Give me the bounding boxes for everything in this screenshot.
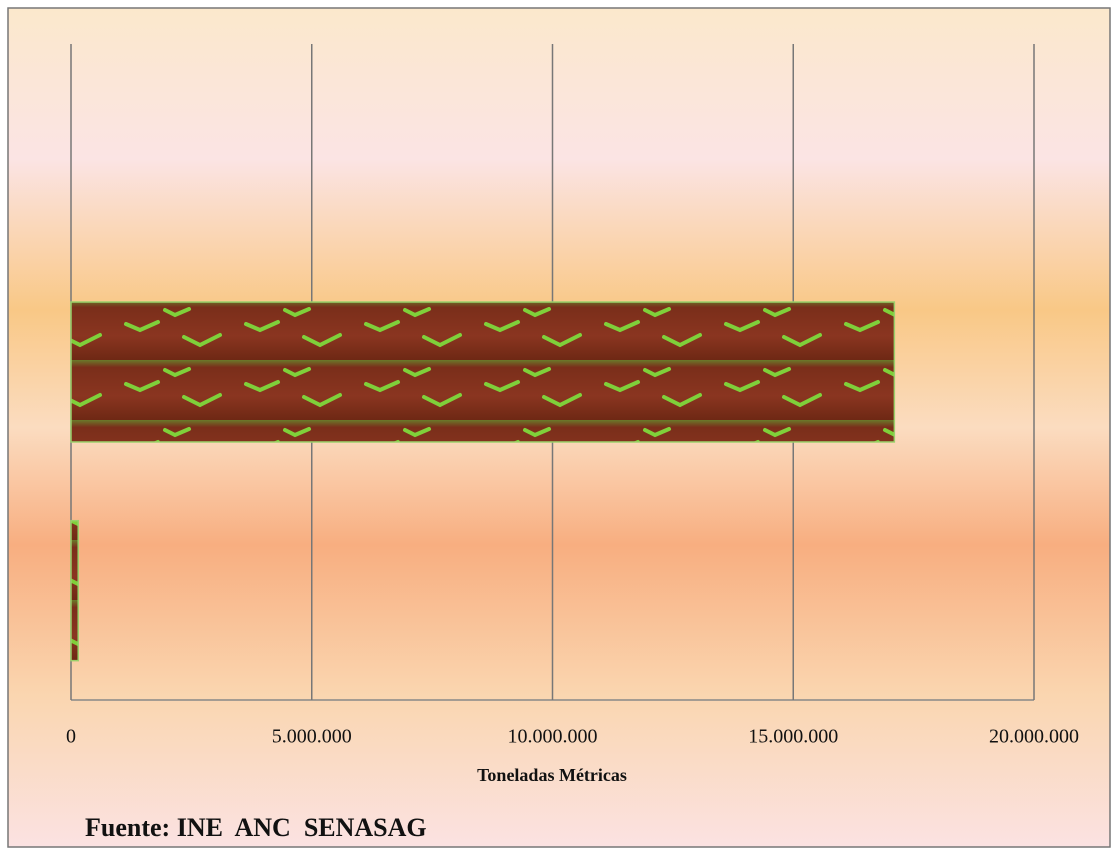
bar — [70, 519, 79, 662]
bar — [70, 301, 896, 443]
x-tick-label: 15.000.000 — [748, 726, 838, 748]
source-note: Fuente: INE ANC SENASAG — [85, 813, 427, 842]
x-tick-label: 5.000.000 — [272, 726, 352, 748]
x-axis-label: Toneladas Métricas — [477, 765, 627, 785]
x-tick-label: 0 — [66, 726, 76, 748]
x-tick-label: 10.000.000 — [508, 726, 598, 748]
x-tick-label: 20.000.000 — [989, 726, 1079, 748]
